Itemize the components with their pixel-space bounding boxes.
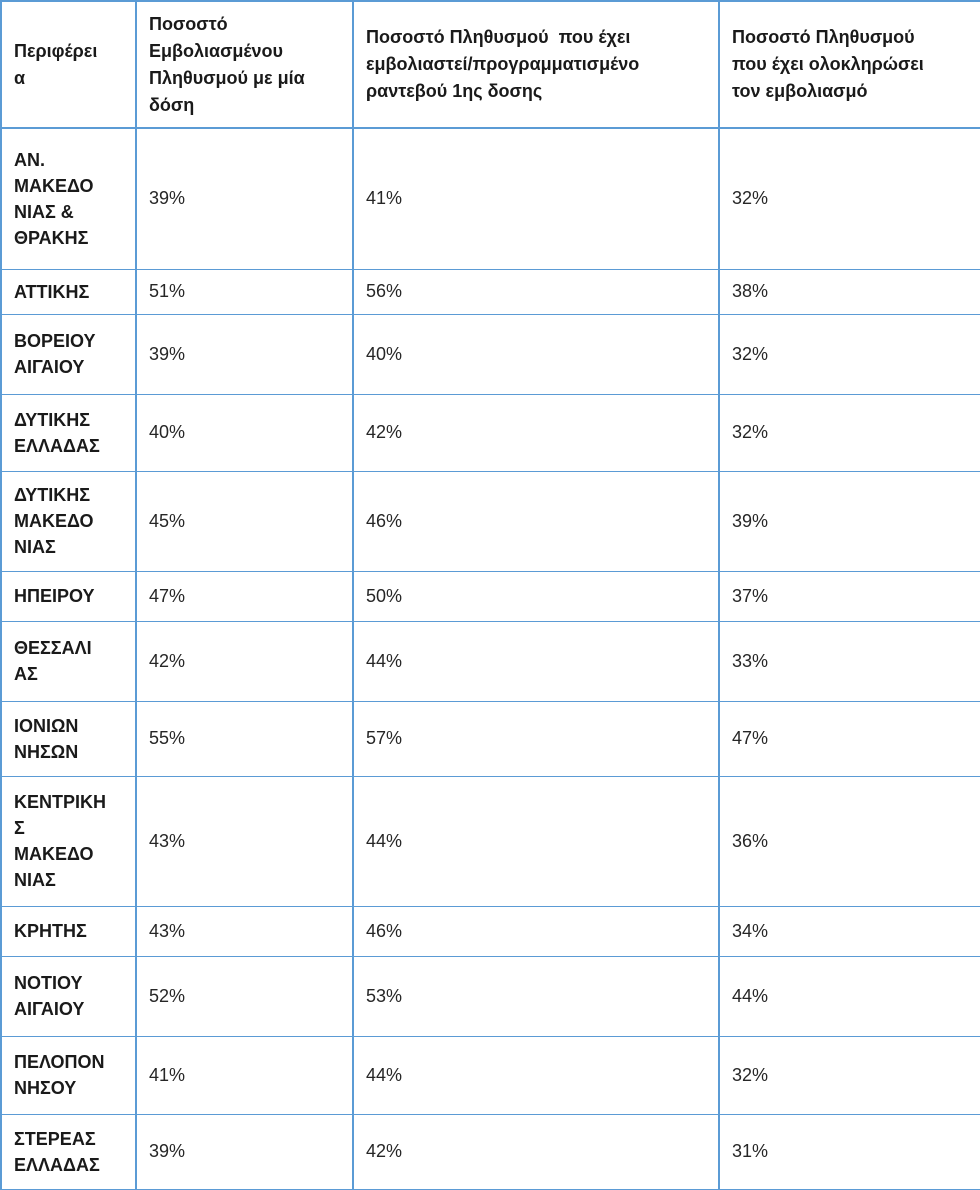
one-dose-cell: 45% bbox=[135, 470, 354, 572]
scheduled-cell: 56% bbox=[352, 268, 720, 315]
completed-cell: 44% bbox=[718, 955, 980, 1037]
region-cell: ΑΤΤΙΚΗΣ bbox=[0, 268, 137, 315]
table-row: ΗΠΕΙΡΟΥ 47% 50% 37% bbox=[0, 570, 980, 622]
one-dose-cell: 51% bbox=[135, 268, 354, 315]
region-cell: ΚΡΗΤΗΣ bbox=[0, 905, 137, 957]
scheduled-cell: 46% bbox=[352, 470, 720, 572]
table-row: ΝΟΤΙΟΥ ΑΙΓΑΙΟΥ 52% 53% 44% bbox=[0, 955, 980, 1037]
completed-cell: 34% bbox=[718, 905, 980, 957]
one-dose-cell: 42% bbox=[135, 620, 354, 702]
one-dose-cell: 39% bbox=[135, 127, 354, 270]
completed-cell: 32% bbox=[718, 393, 980, 472]
table-header: Περιφέρει α Ποσοστό Εμβολιασμένου Πληθυσ… bbox=[0, 0, 980, 129]
one-dose-cell: 41% bbox=[135, 1035, 354, 1115]
region-cell: ΔΥΤΙΚΗΣ ΜΑΚΕΔΟ ΝΙΑΣ bbox=[0, 470, 137, 572]
table-row: ΔΥΤΙΚΗΣ ΜΑΚΕΔΟ ΝΙΑΣ 45% 46% 39% bbox=[0, 470, 980, 572]
one-dose-cell: 39% bbox=[135, 313, 354, 395]
region-cell: ΣΤΕΡΕΑΣ ΕΛΛΑΔΑΣ bbox=[0, 1113, 137, 1190]
table-row: ΠΕΛΟΠΟΝ ΝΗΣΟΥ 41% 44% 32% bbox=[0, 1035, 980, 1115]
header-row: Περιφέρει α Ποσοστό Εμβολιασμένου Πληθυσ… bbox=[0, 0, 980, 129]
scheduled-cell: 44% bbox=[352, 1035, 720, 1115]
one-dose-cell: 43% bbox=[135, 905, 354, 957]
table-row: ΑΝ. ΜΑΚΕΔΟ ΝΙΑΣ & ΘΡΑΚΗΣ 39% 41% 32% bbox=[0, 127, 980, 270]
table-row: ΘΕΣΣΑΛΙ ΑΣ 42% 44% 33% bbox=[0, 620, 980, 702]
scheduled-cell: 57% bbox=[352, 700, 720, 777]
scheduled-cell: 41% bbox=[352, 127, 720, 270]
region-cell: ΑΝ. ΜΑΚΕΔΟ ΝΙΑΣ & ΘΡΑΚΗΣ bbox=[0, 127, 137, 270]
one-dose-cell: 40% bbox=[135, 393, 354, 472]
table-row: ΚΡΗΤΗΣ 43% 46% 34% bbox=[0, 905, 980, 957]
one-dose-cell: 55% bbox=[135, 700, 354, 777]
region-cell: ΝΟΤΙΟΥ ΑΙΓΑΙΟΥ bbox=[0, 955, 137, 1037]
completed-cell: 37% bbox=[718, 570, 980, 622]
completed-cell: 38% bbox=[718, 268, 980, 315]
scheduled-cell: 46% bbox=[352, 905, 720, 957]
table-row: ΑΤΤΙΚΗΣ 51% 56% 38% bbox=[0, 268, 980, 315]
one-dose-cell: 43% bbox=[135, 775, 354, 907]
region-cell: ΙΟΝΙΩΝ ΝΗΣΩΝ bbox=[0, 700, 137, 777]
column-header-completed: Ποσοστό Πληθυσμού που έχει ολοκληρώσει τ… bbox=[718, 0, 980, 129]
region-cell: ΔΥΤΙΚΗΣ ΕΛΛΑΔΑΣ bbox=[0, 393, 137, 472]
table-body: ΑΝ. ΜΑΚΕΔΟ ΝΙΑΣ & ΘΡΑΚΗΣ 39% 41% 32% ΑΤΤ… bbox=[0, 127, 980, 1190]
completed-cell: 32% bbox=[718, 1035, 980, 1115]
completed-cell: 47% bbox=[718, 700, 980, 777]
table-row: ΚΕΝΤΡΙΚΗ Σ ΜΑΚΕΔΟ ΝΙΑΣ 43% 44% 36% bbox=[0, 775, 980, 907]
scheduled-cell: 50% bbox=[352, 570, 720, 622]
region-cell: ΗΠΕΙΡΟΥ bbox=[0, 570, 137, 622]
completed-cell: 32% bbox=[718, 127, 980, 270]
table-row: ΙΟΝΙΩΝ ΝΗΣΩΝ 55% 57% 47% bbox=[0, 700, 980, 777]
completed-cell: 33% bbox=[718, 620, 980, 702]
table-row: ΒΟΡΕΙΟΥ ΑΙΓΑΙΟΥ 39% 40% 32% bbox=[0, 313, 980, 395]
completed-cell: 36% bbox=[718, 775, 980, 907]
one-dose-cell: 52% bbox=[135, 955, 354, 1037]
scheduled-cell: 44% bbox=[352, 620, 720, 702]
column-header-one-dose: Ποσοστό Εμβολιασμένου Πληθυσμού με μία δ… bbox=[135, 0, 354, 129]
scheduled-cell: 40% bbox=[352, 313, 720, 395]
table-row: ΣΤΕΡΕΑΣ ΕΛΛΑΔΑΣ 39% 42% 31% bbox=[0, 1113, 980, 1190]
one-dose-cell: 39% bbox=[135, 1113, 354, 1190]
completed-cell: 31% bbox=[718, 1113, 980, 1190]
column-header-region: Περιφέρει α bbox=[0, 0, 137, 129]
scheduled-cell: 44% bbox=[352, 775, 720, 907]
one-dose-cell: 47% bbox=[135, 570, 354, 622]
region-cell: ΘΕΣΣΑΛΙ ΑΣ bbox=[0, 620, 137, 702]
scheduled-cell: 53% bbox=[352, 955, 720, 1037]
region-cell: ΒΟΡΕΙΟΥ ΑΙΓΑΙΟΥ bbox=[0, 313, 137, 395]
scheduled-cell: 42% bbox=[352, 393, 720, 472]
column-header-scheduled-first-dose: Ποσοστό Πληθυσμού που έχει εμβολιαστεί/π… bbox=[352, 0, 720, 129]
region-cell: ΚΕΝΤΡΙΚΗ Σ ΜΑΚΕΔΟ ΝΙΑΣ bbox=[0, 775, 137, 907]
completed-cell: 32% bbox=[718, 313, 980, 395]
scheduled-cell: 42% bbox=[352, 1113, 720, 1190]
table-row: ΔΥΤΙΚΗΣ ΕΛΛΑΔΑΣ 40% 42% 32% bbox=[0, 393, 980, 472]
region-cell: ΠΕΛΟΠΟΝ ΝΗΣΟΥ bbox=[0, 1035, 137, 1115]
completed-cell: 39% bbox=[718, 470, 980, 572]
